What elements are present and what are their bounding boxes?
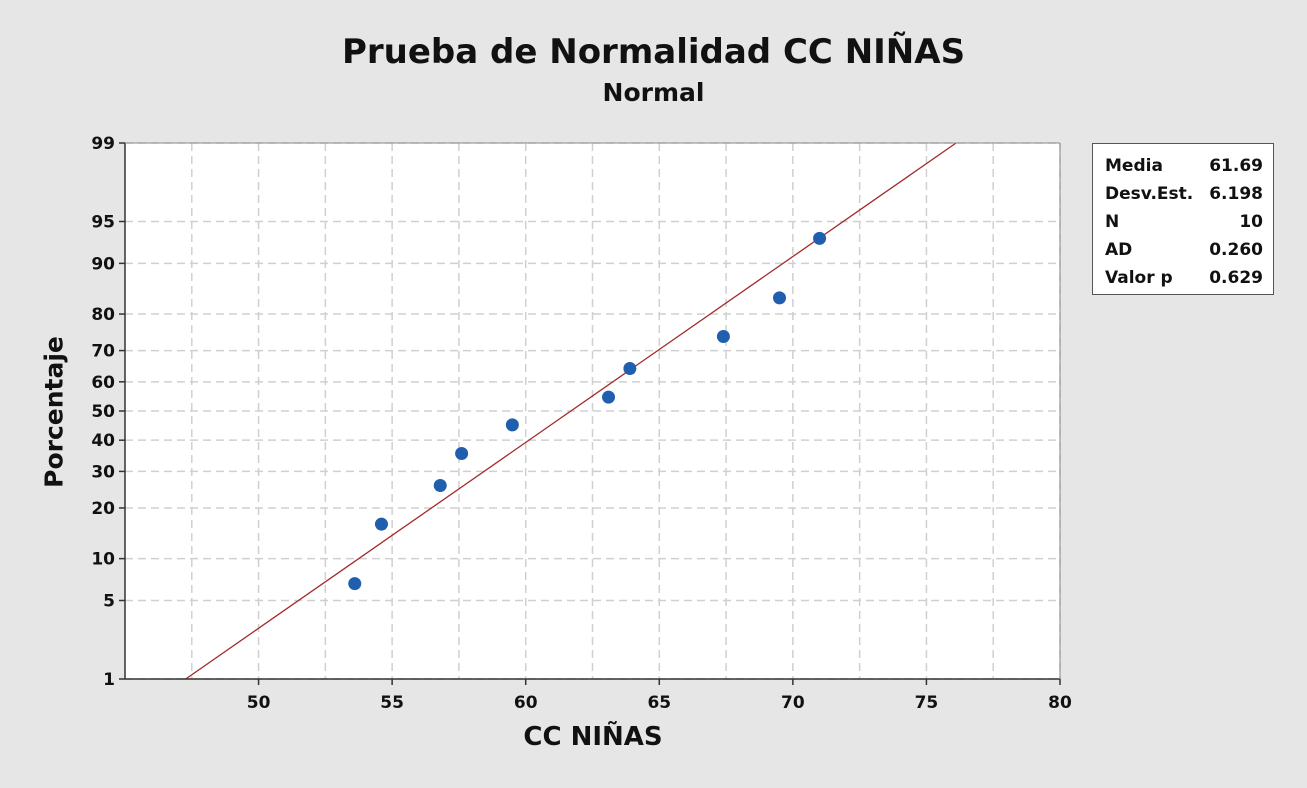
x-axis-label: CC NIÑAS bbox=[523, 722, 663, 752]
y-tick-label: 1 bbox=[103, 670, 115, 690]
data-point bbox=[505, 418, 519, 432]
fit-line bbox=[185, 142, 957, 680]
stats-value: 10 bbox=[1239, 212, 1263, 232]
data-point bbox=[455, 447, 469, 461]
stats-value: 0.629 bbox=[1209, 268, 1263, 288]
data-point bbox=[813, 231, 827, 245]
x-tick-label: 50 bbox=[247, 693, 271, 713]
data-point bbox=[623, 361, 637, 375]
y-tick-label: 95 bbox=[91, 213, 115, 233]
chart-subtitle: Normal bbox=[602, 78, 705, 107]
data-point bbox=[602, 390, 616, 404]
y-tick-label: 90 bbox=[91, 254, 115, 274]
y-tick-label: 70 bbox=[91, 342, 115, 362]
x-tick-label: 55 bbox=[380, 693, 404, 713]
chart-title: Prueba de Normalidad CC NIÑAS bbox=[341, 32, 966, 72]
stats-label: N bbox=[1105, 212, 1120, 232]
stats-row: Desv.Est. 6.198 bbox=[1105, 180, 1263, 208]
y-tick-label: 5 bbox=[103, 591, 115, 611]
stats-label: AD bbox=[1105, 240, 1133, 260]
y-tick-label: 99 bbox=[91, 134, 115, 154]
y-tick-label: 20 bbox=[91, 499, 115, 519]
data-point bbox=[773, 291, 786, 305]
x-tick-label: 75 bbox=[915, 693, 939, 713]
data-point bbox=[433, 478, 447, 492]
stats-legend: Media 61.69 Desv.Est. 6.198 N 10 AD 0.260 Valor … bbox=[1092, 143, 1274, 295]
data-point bbox=[374, 517, 388, 531]
data-point bbox=[348, 577, 362, 591]
stats-label: Media bbox=[1105, 156, 1163, 176]
stats-row: Valor p 0.629 bbox=[1105, 264, 1263, 292]
y-tick-label: 50 bbox=[91, 402, 115, 422]
stats-row: N 10 bbox=[1105, 208, 1263, 236]
x-tick-label: 80 bbox=[1048, 693, 1072, 713]
x-tick-label: 65 bbox=[647, 693, 671, 713]
y-tick-label: 60 bbox=[91, 373, 115, 393]
stats-label: Desv.Est. bbox=[1105, 184, 1194, 204]
stats-value: 6.198 bbox=[1209, 184, 1263, 204]
y-tick-label: 80 bbox=[91, 305, 115, 325]
y-axis-label: Porcentaje bbox=[39, 336, 69, 488]
stats-value: 61.69 bbox=[1209, 156, 1263, 176]
x-tick-label: 60 bbox=[514, 693, 538, 713]
stats-label: Valor p bbox=[1105, 268, 1173, 288]
stats-row: Media 61.69 bbox=[1105, 152, 1263, 180]
x-tick-label: 70 bbox=[781, 693, 805, 713]
data-point bbox=[716, 330, 730, 344]
stats-row: AD 0.260 bbox=[1105, 236, 1263, 264]
stats-value: 0.260 bbox=[1209, 240, 1263, 260]
y-tick-label: 30 bbox=[91, 462, 115, 482]
y-tick-label: 40 bbox=[91, 431, 115, 451]
y-tick-label: 10 bbox=[91, 550, 115, 570]
